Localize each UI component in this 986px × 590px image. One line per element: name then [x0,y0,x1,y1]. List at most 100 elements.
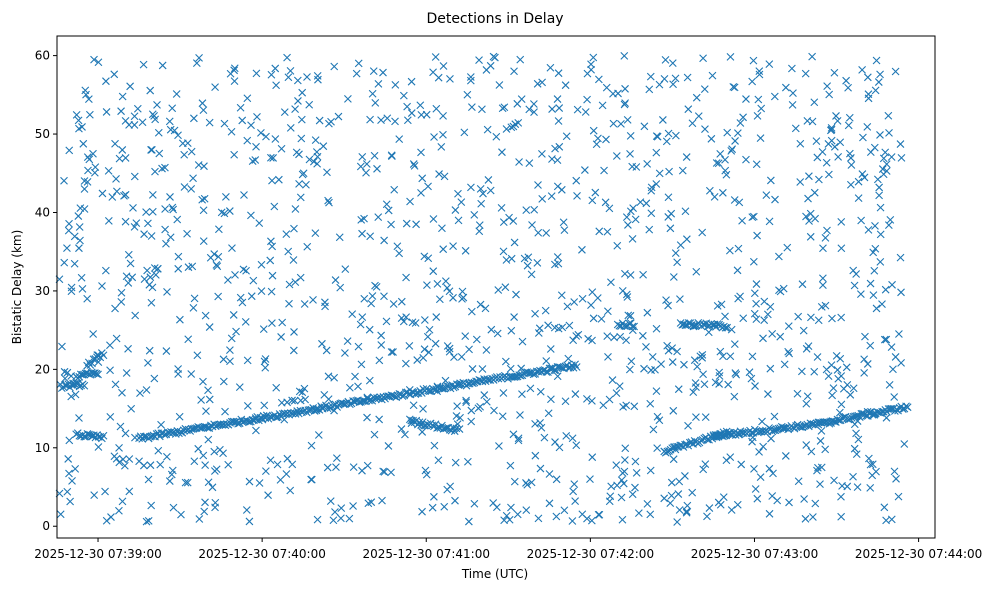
data-point [307,441,316,450]
data-point [859,133,867,142]
data-point [852,429,860,438]
data-point [836,138,845,147]
data-point [594,510,603,519]
data-point [837,244,846,253]
data-point [833,116,842,125]
data-point [443,485,452,494]
data-point [410,161,419,170]
data-point [802,399,811,408]
data-point [700,380,709,389]
data-point [682,508,691,517]
data-point [721,155,729,164]
data-point [813,353,822,361]
data-point [380,236,389,245]
data-point [251,156,260,164]
data-point [849,412,858,421]
data-point [357,215,366,224]
data-point [221,193,230,201]
data-point [562,431,571,440]
data-point [437,143,446,151]
data-point [291,105,299,114]
data-point [147,298,156,307]
data-point [604,352,612,361]
data-point [336,283,345,292]
data-point [684,421,692,430]
data-point [210,447,219,456]
data-point [668,358,677,366]
data-point [234,419,242,428]
data-point [603,332,612,340]
data-point [67,283,76,292]
data-point [451,496,459,505]
data-point [789,89,797,98]
data-point [161,163,169,172]
data-point [296,273,305,282]
data-point [578,245,586,254]
data-point [896,140,905,148]
data-point [869,248,878,257]
data-point [542,229,551,237]
data-point [753,112,762,120]
data-point [303,242,312,251]
data-point [669,406,678,415]
data-point [295,150,303,159]
data-point [874,78,883,86]
data-point [668,344,677,353]
data-point [657,360,665,369]
data-point [866,460,875,469]
data-point [630,402,639,411]
data-point [374,213,383,222]
data-point [139,432,148,441]
data-point [630,322,639,331]
data-point [84,95,93,104]
data-point [283,53,291,62]
data-point [99,351,108,360]
data-point [274,175,283,184]
data-point [322,346,331,355]
data-point [701,460,710,468]
data-point [193,351,202,360]
data-point [588,396,596,405]
data-point [236,103,245,112]
data-point [358,397,367,405]
data-point [56,510,65,519]
data-point [213,262,222,271]
data-point [791,124,800,133]
data-point [559,218,568,227]
data-point [871,244,880,253]
data-point [626,271,635,279]
data-point [220,209,229,218]
data-point [727,506,736,514]
data-point [647,186,656,195]
data-point [172,90,181,98]
data-point [457,352,466,361]
data-point [199,377,207,386]
data-point [323,463,332,472]
data-point [184,335,193,344]
data-point [419,354,428,362]
data-point [121,116,130,125]
data-point [438,384,447,393]
data-point [295,179,303,188]
data-point [846,390,855,399]
data-point [716,149,725,158]
data-point [890,393,899,401]
data-point [664,213,673,221]
data-point [112,334,121,343]
data-point [183,478,192,487]
data-point [895,330,903,338]
data-point [441,424,450,433]
data-point [896,253,905,262]
data-point [683,73,692,82]
data-point [243,94,252,103]
data-point [142,517,151,526]
data-point [434,456,443,465]
data-point [587,516,596,525]
data-point [325,119,333,128]
data-point [578,294,587,303]
data-point [434,73,443,82]
data-point [886,215,895,224]
data-point [286,124,295,132]
data-point [683,501,692,510]
data-point [736,292,744,301]
